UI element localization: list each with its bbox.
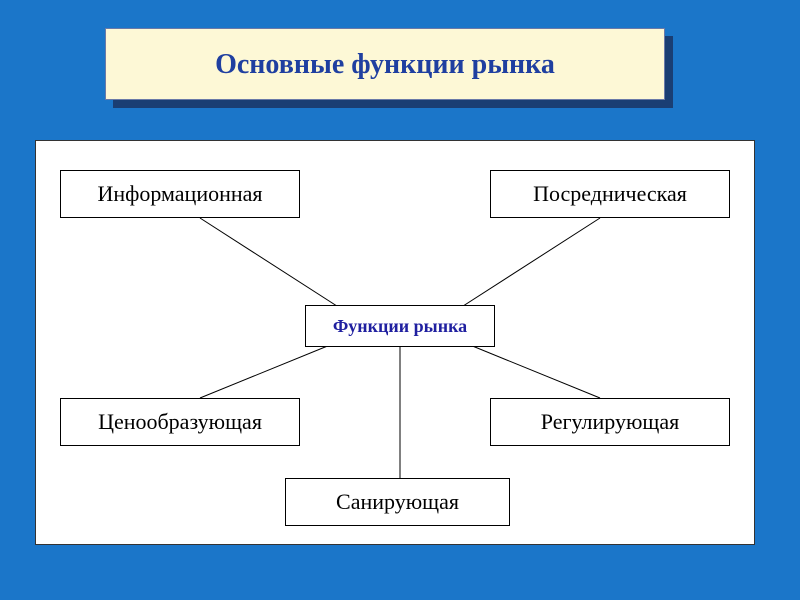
slide-title: Основные функции рынка (105, 28, 665, 100)
diagram-center-node: Функции рынка (305, 305, 495, 347)
diagram-center-label: Функции рынка (333, 316, 467, 337)
diagram-node-info-label: Информационная (97, 181, 262, 207)
diagram-node-info: Информационная (60, 170, 300, 218)
diagram-node-pricing-label: Ценообразующая (98, 409, 262, 435)
diagram-node-intermediary-label: Посредническая (533, 181, 687, 207)
slide-title-text: Основные функции рынка (215, 49, 555, 80)
diagram-node-intermediary: Посредническая (490, 170, 730, 218)
diagram-node-regulating: Регулирующая (490, 398, 730, 446)
slide: Основные функции рынка Функции рынка Инф… (0, 0, 800, 600)
diagram-node-sanitizing-label: Санирующая (336, 489, 459, 515)
diagram-node-regulating-label: Регулирующая (541, 409, 680, 435)
diagram-node-pricing: Ценообразующая (60, 398, 300, 446)
diagram-node-sanitizing: Санирующая (285, 478, 510, 526)
